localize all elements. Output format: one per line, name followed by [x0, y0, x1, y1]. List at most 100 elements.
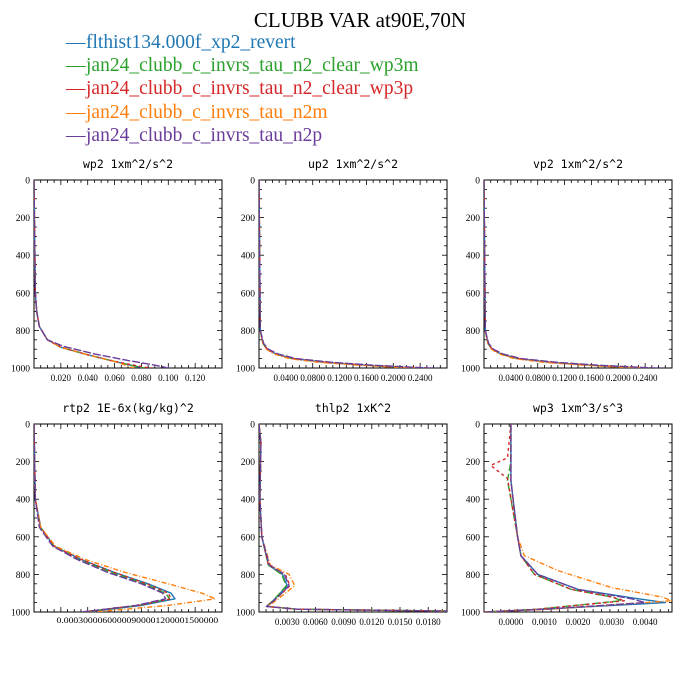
- y-tick-label: 400: [466, 252, 481, 262]
- series-line-4: [259, 424, 447, 612]
- series-line-2: [484, 180, 652, 368]
- x-tick-label: 0.2400: [633, 373, 658, 383]
- x-tick-label: 0.060: [104, 373, 125, 383]
- series-line-4: [484, 180, 646, 368]
- series-line-5: [34, 424, 167, 612]
- legend-label: jan24_clubb_c_invrs_tau_n2m: [86, 101, 328, 123]
- y-tick-label: 200: [16, 214, 31, 224]
- x-tick-label: 0.080: [131, 373, 152, 383]
- x-tick-label: 0.0400: [273, 373, 298, 383]
- series-line-4: [259, 180, 421, 368]
- series-line-3: [34, 180, 153, 368]
- series-line-3: [259, 424, 447, 612]
- y-tick-label: 800: [241, 571, 256, 581]
- series-line-4: [34, 424, 216, 612]
- panel-title: up2 1xm^2/s^2: [308, 157, 398, 171]
- y-tick-label: 0: [25, 177, 30, 187]
- y-tick-label: 200: [241, 458, 256, 468]
- series-line-2: [34, 180, 147, 368]
- x-tick-label: 0.1600: [579, 373, 604, 383]
- series-line-4: [34, 180, 135, 368]
- x-tick-label: 0.0010: [532, 617, 557, 627]
- y-tick-label: 800: [466, 327, 481, 337]
- x-tick-label: 0.0000: [498, 617, 523, 627]
- y-tick-label: 800: [16, 327, 31, 337]
- panel-title: thlp2 1xK^2: [315, 401, 391, 415]
- panel-title: rtp2 1E-6x(kg/kg)^2: [62, 401, 194, 415]
- y-tick-label: 0: [475, 177, 480, 187]
- y-tick-label: 400: [16, 496, 31, 506]
- y-tick-label: 400: [466, 496, 481, 506]
- panel-6: wp3 1xm^3/s^3 0 200 400 600 800 1000 0.0000 0.00…: [461, 401, 673, 627]
- panel-title: wp2 1xm^2/s^2: [83, 157, 173, 171]
- y-tick-label: 400: [16, 252, 31, 262]
- x-tick-label: 0.120: [185, 373, 206, 383]
- plot-frame: [483, 179, 673, 369]
- series-line-3: [259, 180, 427, 368]
- panel-title: vp2 1xm^2/s^2: [533, 157, 623, 171]
- x-tick-label: 0.0120: [359, 617, 384, 627]
- panel-title: wp3 1xm^3/s^3: [533, 401, 623, 415]
- y-tick-label: 600: [466, 533, 481, 543]
- series-line-1: [259, 424, 447, 612]
- series-line-5: [484, 180, 662, 368]
- y-tick-label: 1000: [236, 609, 255, 619]
- panel-1: wp2 1xm^2/s^2 0 200 400 600 800 1000 0.020 0.040…: [11, 157, 223, 383]
- plot-frame: [258, 179, 448, 369]
- legend-label: jan24_clubb_c_invrs_tau_n2_clear_wp3p: [86, 78, 414, 100]
- legend: —flthist134.000f_xp2_revert —jan24_clubb…: [66, 31, 419, 147]
- legend-label: jan24_clubb_c_invrs_tau_n2p: [86, 124, 323, 146]
- y-tick-label: 800: [241, 327, 256, 337]
- x-tick-label: 0.040: [78, 373, 99, 383]
- y-tick-label: 1000: [461, 609, 480, 619]
- series-line-3: [484, 180, 652, 368]
- series-line-1: [484, 180, 652, 368]
- y-tick-label: 800: [466, 571, 481, 581]
- legend-entry-n2m: —jan24_clubb_c_invrs_tau_n2m: [66, 101, 419, 124]
- y-tick-label: 200: [466, 458, 481, 468]
- x-tick-label: 0.2000: [606, 373, 631, 383]
- y-tick-label: 0: [475, 421, 480, 431]
- y-tick-label: 200: [241, 214, 256, 224]
- y-tick-label: 800: [16, 571, 31, 581]
- y-tick-label: 200: [16, 458, 31, 468]
- series-line-5: [34, 180, 171, 368]
- legend-entry-wp3m: —jan24_clubb_c_invrs_tau_n2_clear_wp3m: [66, 54, 419, 77]
- x-tick-label: 0.0090: [331, 617, 356, 627]
- x-tick-label: 0.1600: [354, 373, 379, 383]
- legend-entry-wp3p: —jan24_clubb_c_invrs_tau_n2_clear_wp3p: [66, 77, 419, 100]
- series-line-1: [34, 180, 147, 368]
- x-tick-label: 0.0400: [498, 373, 523, 383]
- series-line-5: [259, 424, 447, 612]
- y-tick-label: 1000: [11, 609, 30, 619]
- x-tick-label: 0.0020: [566, 617, 591, 627]
- figure-title: CLUBB VAR at90E,70N: [253, 8, 467, 32]
- y-tick-label: 1000: [236, 365, 255, 375]
- y-tick-label: 0: [25, 421, 30, 431]
- series-line-5: [259, 180, 437, 368]
- y-tick-label: 200: [466, 214, 481, 224]
- x-tick-label: 0.0800: [525, 373, 550, 383]
- x-tick-label: 0.020: [51, 373, 72, 383]
- x-tick-label: 0.2400: [408, 373, 433, 383]
- y-tick-label: 600: [241, 289, 256, 299]
- series-line-5: [484, 424, 646, 612]
- x-tick-label: 0.1200: [327, 373, 352, 383]
- series-line-1: [34, 424, 176, 612]
- y-tick-label: 0: [250, 421, 255, 431]
- x-tick-label: 0.0030: [599, 617, 624, 627]
- panel-4: rtp2 1E-6x(kg/kg)^2 0 200 400 600 800 1000 0.00…: [11, 401, 223, 625]
- y-tick-label: 0: [250, 177, 255, 187]
- series-line-3: [484, 424, 626, 612]
- plot-frame: [258, 423, 448, 613]
- series-line-1: [259, 180, 427, 368]
- plot-frame: [483, 423, 673, 613]
- x-tick-label: 0.0060: [303, 617, 328, 627]
- plot-frame: [33, 179, 223, 369]
- x-tick-label: 0.100: [158, 373, 179, 383]
- y-tick-label: 600: [16, 533, 31, 543]
- panel-5: thlp2 1xK^2 0 200 400 600 800 1000 0.0030 0.0060…: [236, 401, 448, 627]
- x-tick-label: 0.0150: [388, 617, 413, 627]
- x-tick-label: 0.0030: [275, 617, 300, 627]
